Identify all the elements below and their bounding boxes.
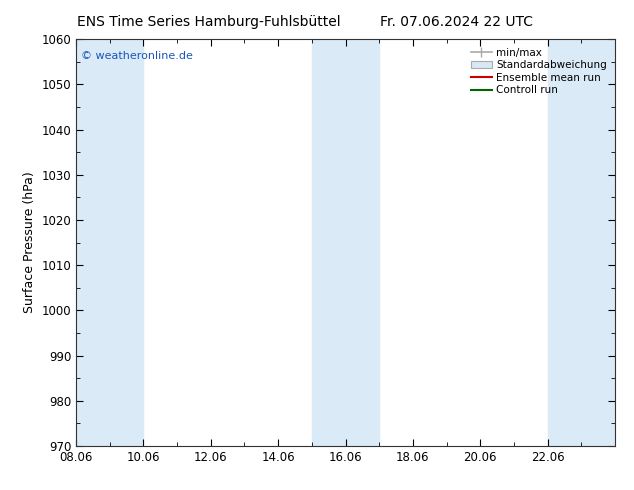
Bar bbox=[76, 39, 143, 446]
Text: ENS Time Series Hamburg-Fuhlsbüttel: ENS Time Series Hamburg-Fuhlsbüttel bbox=[77, 15, 341, 29]
Y-axis label: Surface Pressure (hPa): Surface Pressure (hPa) bbox=[23, 172, 36, 314]
Bar bbox=[312, 39, 379, 446]
Bar bbox=[548, 39, 615, 446]
Text: Fr. 07.06.2024 22 UTC: Fr. 07.06.2024 22 UTC bbox=[380, 15, 533, 29]
Text: © weatheronline.de: © weatheronline.de bbox=[81, 51, 193, 61]
Legend: min/max, Standardabweichung, Ensemble mean run, Controll run: min/max, Standardabweichung, Ensemble me… bbox=[468, 45, 610, 98]
